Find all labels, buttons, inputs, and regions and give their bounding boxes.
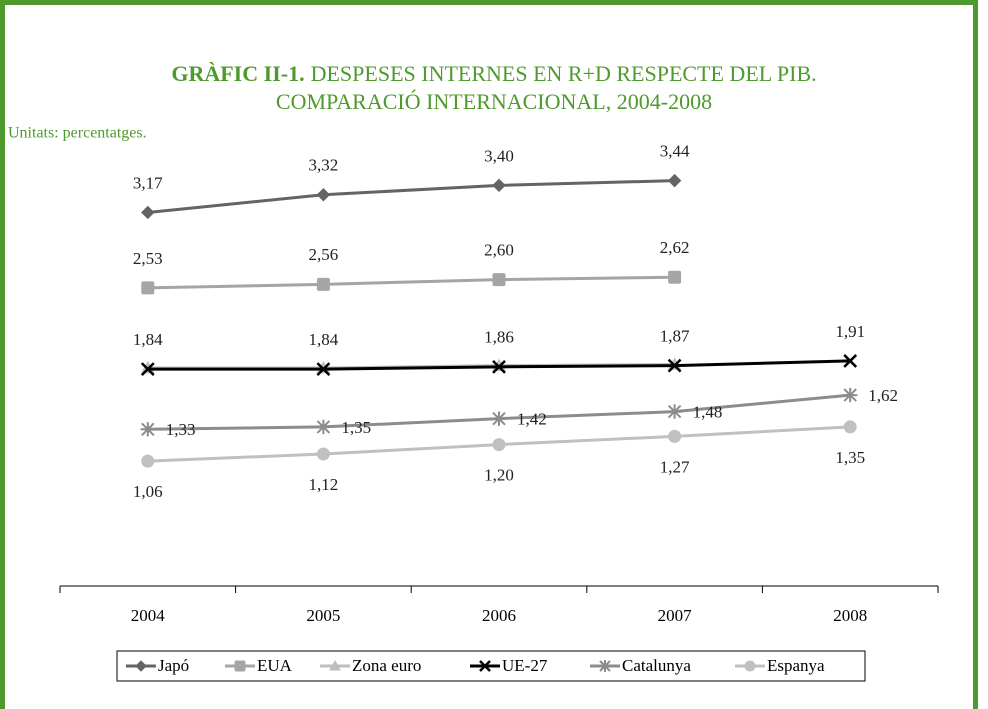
data-label: 1,48	[693, 403, 723, 422]
legend-marker	[479, 660, 491, 672]
marker	[316, 277, 330, 291]
marker	[316, 362, 331, 377]
marker	[316, 188, 331, 202]
data-label: 1,12	[309, 475, 339, 494]
data-label: 1,20	[484, 466, 514, 485]
legend-label: Catalunya	[622, 656, 691, 675]
data-label: 3,40	[484, 146, 514, 165]
legend-marker	[744, 660, 756, 672]
title-label: GRÀFIC II-1.	[171, 61, 304, 86]
legend-label: Zona euro	[352, 656, 421, 675]
data-label: 1,84	[309, 330, 339, 349]
marker	[141, 281, 155, 295]
marker	[140, 362, 155, 377]
data-label: 1,33	[166, 420, 196, 439]
data-label: 1,86	[484, 328, 514, 347]
marker	[141, 205, 155, 220]
marker	[316, 447, 330, 461]
legend-marker	[329, 659, 341, 671]
subtitle: Unitats: percentatges.	[8, 125, 147, 142]
data-label: 1,87	[660, 327, 690, 346]
data-label: 3,17	[133, 173, 163, 192]
data-label: 1,91	[835, 322, 865, 341]
x-tick-label: 2007	[658, 606, 693, 625]
marker	[668, 270, 682, 284]
marker	[491, 411, 507, 426]
data-label: 2,53	[133, 249, 163, 268]
x-tick-label: 2004	[131, 606, 166, 625]
data-label: 2,62	[660, 238, 690, 257]
data-label: 1,06	[133, 482, 163, 501]
series-line	[147, 275, 675, 290]
legend-label: Espanya	[767, 656, 825, 675]
marker	[843, 420, 857, 434]
legend-label: UE-27	[502, 656, 548, 675]
marker	[492, 178, 506, 193]
marker	[667, 358, 682, 373]
marker	[667, 173, 682, 188]
marker	[141, 454, 155, 468]
data-label: 1,27	[660, 457, 690, 476]
data-label: 1,62	[868, 386, 898, 405]
marker	[492, 273, 506, 287]
marker	[492, 359, 506, 374]
title-line: COMPARACIÓ INTERNACIONAL, 2004-2008	[276, 89, 712, 114]
x-tick-label: 2006	[482, 606, 516, 625]
data-label: 2,60	[484, 241, 514, 260]
data-label: 2,56	[309, 245, 339, 264]
data-label: 1,84	[133, 330, 163, 349]
series-line	[147, 179, 675, 214]
title-line: DESPESES INTERNES EN R+D RESPECTE DEL PI…	[311, 61, 817, 86]
marker	[843, 387, 858, 403]
data-label: 1,35	[341, 418, 371, 437]
marker	[140, 422, 155, 437]
data-label: 3,32	[309, 156, 339, 175]
legend-label: EUA	[257, 656, 293, 675]
marker	[668, 429, 682, 443]
x-tick-label: 2005	[306, 606, 340, 625]
legend-marker	[135, 660, 147, 672]
legend-marker	[599, 660, 611, 672]
data-label: 1,35	[835, 448, 865, 467]
x-tick-label: 2008	[833, 606, 867, 625]
chart-title: GRÀFIC II-1. DESPESES INTERNES EN R+D RES…	[171, 61, 816, 86]
marker	[316, 419, 331, 435]
data-label: 1,42	[517, 410, 547, 429]
legend-marker	[234, 660, 246, 672]
marker	[843, 354, 858, 368]
data-label: 3,44	[660, 142, 690, 161]
marker	[492, 438, 506, 452]
legend-label: Japó	[158, 656, 189, 675]
marker	[667, 404, 682, 419]
